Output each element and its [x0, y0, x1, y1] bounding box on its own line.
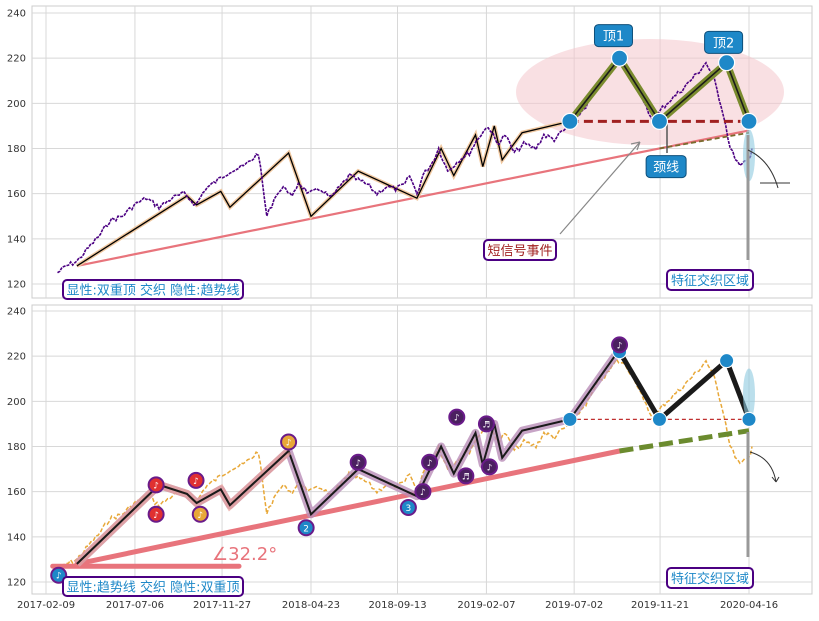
double-top-line	[617, 350, 752, 422]
key-point	[651, 411, 667, 427]
note-marker	[421, 453, 439, 471]
pattern-highlight-ellipse	[516, 39, 784, 145]
y-tick-label: 140	[7, 234, 26, 245]
note-marker	[477, 415, 495, 433]
y-tick-label: 120	[7, 280, 26, 291]
note-marker-label: ♪	[197, 511, 203, 521]
label-text: 顶1	[603, 30, 624, 45]
y-tick-label: 180	[7, 442, 26, 453]
y-tick-label: 160	[7, 487, 26, 498]
y-tick-label: 240	[7, 307, 26, 318]
note-marker-label: ♪	[286, 438, 292, 448]
short-signal-annotation-box	[483, 239, 557, 261]
y-tick-label: 240	[7, 9, 26, 20]
y-tick-label: 140	[7, 532, 26, 543]
note-marker-label: ♪	[454, 414, 460, 424]
note-marker	[297, 519, 315, 537]
info-annotation: 显性:双重顶 交织 隐性:趋势线	[66, 283, 239, 299]
note-marker	[147, 476, 165, 494]
note-marker-label: 2	[303, 524, 309, 534]
key-point	[741, 411, 757, 427]
note-marker-label: 3	[406, 504, 412, 514]
trend-extension	[659, 131, 750, 150]
y-tick-label: 200	[7, 397, 26, 408]
y-tick-label: 200	[7, 99, 26, 110]
note-marker	[280, 433, 298, 451]
y-tick-label: 160	[7, 189, 26, 200]
chart-panel-1: 120 140 160 180 200 220 240 顶1 顶2 颈线短信号事件特征交织区域显性…	[7, 5, 813, 300]
label-text: 颈线	[653, 161, 679, 176]
label-box	[593, 24, 633, 48]
x-tick-label: 2020-04-16	[720, 600, 778, 611]
note-marker-label: ♪	[420, 488, 426, 498]
info-annotation: 显性:趋势线 交织 隐性:双重顶	[66, 580, 239, 596]
x-tick-label: 2017-02-09	[17, 600, 75, 611]
chart-panel-2: 120 140 160 180 200 220 240 2017-02-09 2017-07-0…	[7, 304, 813, 611]
note-marker	[147, 505, 165, 523]
feature-zone-annotation: 特征交织区域	[671, 571, 749, 587]
note-marker	[349, 453, 367, 471]
label-text: 顶2	[713, 36, 734, 51]
x-tick-label: 2018-04-23	[282, 600, 340, 611]
label-box	[645, 155, 687, 179]
signal-glow	[743, 368, 755, 421]
short-signal-annotation: 短信号事件	[487, 244, 552, 259]
trend-extension	[619, 428, 750, 454]
angle-label: ∠32.2°	[212, 544, 277, 565]
x-tick-label: 2017-11-27	[193, 600, 251, 611]
x-tick-label: 2017-07-06	[106, 600, 164, 611]
key-point	[650, 112, 669, 131]
x-tick-label: 2019-11-21	[631, 600, 689, 611]
note-marker	[611, 336, 629, 354]
note-marker	[414, 483, 432, 501]
note-marker-label: ♬	[462, 472, 470, 482]
note-marker	[448, 408, 466, 426]
short-signal-arrow	[559, 141, 641, 235]
y-tick-label: 220	[7, 54, 26, 65]
feature-zone-annotation-box	[666, 567, 754, 589]
x-tick-label: 2019-07-02	[545, 600, 603, 611]
note-marker	[399, 498, 417, 516]
note-marker-label: ♪	[355, 459, 361, 469]
feature-zone-annotation-box	[666, 269, 754, 291]
key-point	[562, 411, 578, 427]
zigzag-line	[76, 120, 571, 267]
note-marker-label: ♪	[617, 341, 623, 351]
key-point	[719, 353, 735, 369]
feature-zone-annotation: 特征交织区域	[671, 273, 749, 289]
curve-arrow	[747, 149, 779, 189]
note-marker	[191, 505, 209, 523]
note-marker-label: ♪	[153, 511, 159, 521]
y-tick-label: 120	[7, 578, 26, 589]
key-point	[740, 112, 758, 131]
note-marker-label: ♪	[193, 477, 199, 487]
note-marker	[457, 467, 475, 485]
note-marker-label: ♪	[427, 459, 433, 469]
key-point	[610, 49, 629, 67]
note-marker-label: ♬	[482, 420, 490, 430]
trendline	[74, 448, 622, 567]
note-marker	[480, 458, 498, 476]
x-tick-label: 2019-02-07	[457, 600, 515, 611]
key-point	[718, 54, 736, 72]
curve-arrow	[749, 451, 780, 483]
info-annotation-box	[62, 576, 244, 597]
note-marker	[187, 471, 205, 489]
key-point	[561, 112, 579, 131]
info-annotation-box	[62, 279, 244, 300]
y-tick-label: 180	[7, 144, 26, 155]
note-marker-label: ♪	[487, 463, 493, 473]
note-marker-label: ♪	[56, 572, 62, 582]
y-tick-label: 220	[7, 352, 26, 363]
note-marker-label: ♪	[153, 481, 159, 491]
x-tick-label: 2018-09-13	[368, 600, 426, 611]
label-box	[704, 30, 744, 54]
